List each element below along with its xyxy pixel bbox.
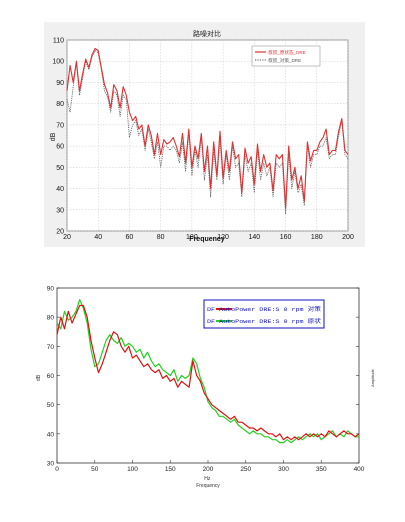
chart-1-x-tick-label: 40: [94, 234, 102, 241]
chart-1-series-line-1: [66, 47, 349, 209]
chart-1-legend: 叔叔_原状态_DRE 叔叔_对策_DRE: [251, 45, 321, 67]
chart-1-y-axis-label: dB: [50, 132, 57, 141]
chart-2-x-tick-label: 200: [203, 466, 214, 473]
chart-1-x-axis-label: Frequency: [189, 236, 225, 243]
chart-2-x-tick-label: 400: [354, 466, 365, 473]
chart-2-y-axis-label: dB: [36, 374, 42, 381]
chart-1-y-tick-label: 80: [56, 101, 64, 108]
chart-2-x-tick-label: 150: [165, 466, 176, 473]
chart-2-x-tick-label: 0: [55, 466, 59, 473]
chart-1: 路噪对比 20 40 60 80 100 120 140 160 180 200 20 30 40 50 6…: [44, 22, 365, 247]
chart-2-y-tick-label: 50: [47, 402, 55, 409]
chart-2-y-tick-label: 60: [47, 373, 55, 380]
chart-1-legend-box: [251, 45, 321, 67]
chart-2-y-tick-label: 40: [47, 431, 55, 438]
chart-2: 0 50 100 150 200 250 300 350 400 30 40 50 60 70 80 90 H…: [36, 286, 375, 490]
chart-2-y-tick-label: 70: [47, 344, 55, 351]
chart-1-plot-area: [66, 39, 349, 232]
chart-2-series-group: [56, 299, 360, 444]
chart-1-series-group: [66, 47, 349, 215]
chart-2-y-tick-label: 90: [47, 286, 55, 293]
chart-1-y-tick-label: 100: [52, 59, 64, 66]
chart-1-x-tick-label: 100: [186, 234, 198, 241]
chart-2-x-axis-label: Hz Frequency: [196, 476, 220, 489]
chart-2-legend-box: [203, 299, 325, 329]
chart-2-legend: DF AutoPower DRE:S 0 rpm 对策 DF AutoPower…: [203, 299, 325, 329]
chart-1-x-tick-label: 60: [126, 234, 134, 241]
chart-2-y-tick-label: 30: [47, 461, 55, 468]
chart-2-legend-label-2: DF AutoPower DRE:S 0 rpm 原状: [207, 317, 321, 325]
chart-1-x-tick-label: 200: [342, 234, 354, 241]
chart-1-y-tick-label: 20: [56, 229, 64, 236]
chart-1-x-tick-label: 80: [157, 234, 165, 241]
chart-1-ticks: 20 40 60 80 100 120 140 160 180 200 20 30 40 50 60 70 80…: [52, 38, 354, 242]
chart-2-x-axis-title: Frequency: [196, 483, 220, 489]
chart-2-ticks: 0 50 100 150 200 250 300 350 400 30 40 50 60 70 80 90: [47, 286, 365, 474]
chart-1-y-tick-label: 110: [53, 38, 64, 45]
chart-2-y-tick-label: 80: [47, 315, 55, 322]
chart-1-x-tick-label: 180: [311, 234, 323, 241]
chart-1-x-tick-label: 160: [280, 234, 292, 241]
chart-1-y-tick-label: 90: [56, 80, 64, 87]
chart-1-series-line-2: [66, 50, 349, 215]
chart-1-y-tick-label: 40: [56, 186, 64, 193]
chart-2-x-tick-label: 300: [278, 466, 289, 473]
chart-1-title: 路噪对比: [193, 29, 221, 38]
chart-1-legend-label-2: 叔叔_对策_DRE: [268, 57, 301, 64]
chart-1-x-tick-label: 20: [63, 234, 71, 241]
chart-2-x-tick-label: 350: [316, 466, 327, 473]
chart-1-y-tick-label: 70: [56, 122, 64, 129]
chart-2-series-line-1: [56, 304, 360, 441]
chart-1-y-tick-label: 60: [56, 144, 64, 151]
chart-1-y-tick-label: 30: [56, 207, 64, 214]
chart-2-legend-label-1: DF AutoPower DRE:S 0 rpm 对策: [207, 305, 321, 313]
chart-2-series-line-2: [56, 299, 359, 444]
chart-2-x-tick-label: 250: [240, 466, 251, 473]
chart-2-x-axis-unit: Hz: [204, 476, 211, 482]
chart-2-x-tick-label: 100: [127, 466, 138, 473]
chart-2-right-axis-label: Amplitude: [370, 368, 375, 387]
chart-1-legend-label-1: 叔叔_原状态_DRE: [268, 49, 306, 56]
chart-1-y-tick-label: 50: [56, 165, 64, 172]
chart-1-x-tick-label: 140: [248, 234, 260, 241]
chart-1-x-tick-label: 120: [217, 234, 229, 241]
chart-2-x-tick-label: 50: [91, 466, 99, 473]
